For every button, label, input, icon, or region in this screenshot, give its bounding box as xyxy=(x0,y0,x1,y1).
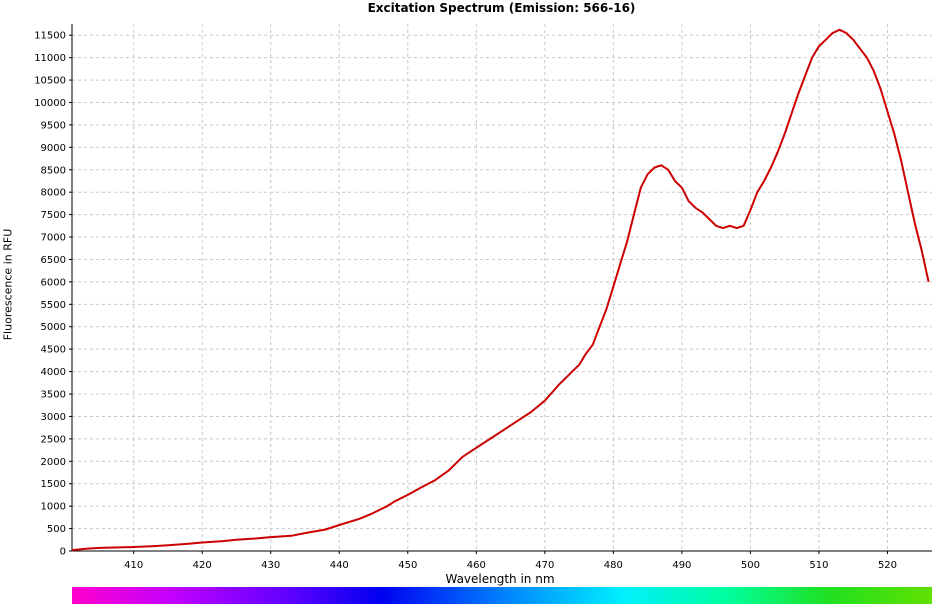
y-tick-label: 7500 xyxy=(41,210,66,221)
x-tick-label: 480 xyxy=(604,560,623,571)
y-tick-label: 9500 xyxy=(41,120,66,131)
y-tick-label: 3500 xyxy=(41,390,66,401)
x-tick-label: 490 xyxy=(672,560,691,571)
y-tick-label: 4500 xyxy=(41,345,66,356)
x-tick-label: 500 xyxy=(741,560,760,571)
y-tick-label: 5000 xyxy=(41,322,66,333)
spectrum-line xyxy=(71,28,930,552)
y-tick-label: 11500 xyxy=(34,31,66,42)
x-tick-label: 450 xyxy=(398,560,417,571)
x-tick-label: 460 xyxy=(467,560,486,571)
y-tick-label: 9000 xyxy=(41,143,66,154)
y-tick-label: 1500 xyxy=(41,479,66,490)
x-tick-label: 420 xyxy=(193,560,212,571)
y-tick-label: 2000 xyxy=(41,457,66,468)
y-tick-label: 11000 xyxy=(34,53,66,64)
y-tick-label: 6500 xyxy=(41,255,66,266)
y-tick-label: 6000 xyxy=(41,277,66,288)
y-tick-label: 5500 xyxy=(41,300,66,311)
y-tick-label: 3000 xyxy=(41,412,66,423)
y-tick-label: 500 xyxy=(47,524,66,535)
x-tick-label: 510 xyxy=(809,560,828,571)
wavelength-color-bar xyxy=(72,587,932,604)
y-tick-label: 10500 xyxy=(34,76,66,87)
y-tick-label: 8000 xyxy=(41,188,66,199)
y-tick-label: 8500 xyxy=(41,165,66,176)
x-tick-label: 520 xyxy=(878,560,897,571)
x-tick-label: 430 xyxy=(261,560,280,571)
x-tick-label: 410 xyxy=(124,560,143,571)
y-tick-label: 1000 xyxy=(41,502,66,513)
x-axis-label: Wavelength in nm xyxy=(445,572,555,586)
y-tick-label: 2500 xyxy=(41,434,66,445)
x-tick-label: 440 xyxy=(330,560,349,571)
y-tick-label: 4000 xyxy=(41,367,66,378)
y-tick-label: 7000 xyxy=(41,233,66,244)
x-tick-label: 470 xyxy=(535,560,554,571)
chart-title: Excitation Spectrum (Emission: 566-16) xyxy=(367,1,636,15)
y-tick-label: 10000 xyxy=(34,98,66,109)
y-tick-label: 0 xyxy=(60,547,66,558)
